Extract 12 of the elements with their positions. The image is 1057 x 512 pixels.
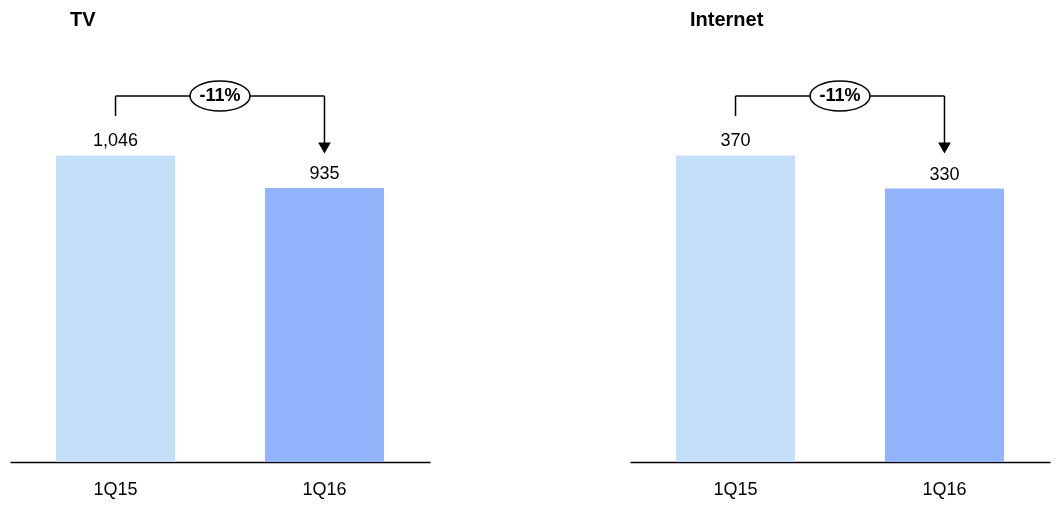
chart-title: TV <box>70 8 97 30</box>
x-tick-label: 1Q15 <box>713 478 758 499</box>
chart-title: Internet <box>690 8 764 30</box>
data-label: 935 <box>309 162 340 183</box>
data-label: 370 <box>720 130 751 151</box>
data-label: 330 <box>929 163 960 184</box>
x-tick-label: 1Q16 <box>922 478 967 499</box>
text: -11% <box>199 85 241 105</box>
x-tick-label: 1Q15 <box>93 478 138 499</box>
text: -11% <box>819 85 861 105</box>
data-label: 1,046 <box>93 130 139 151</box>
x-tick-label: 1Q16 <box>302 478 347 499</box>
